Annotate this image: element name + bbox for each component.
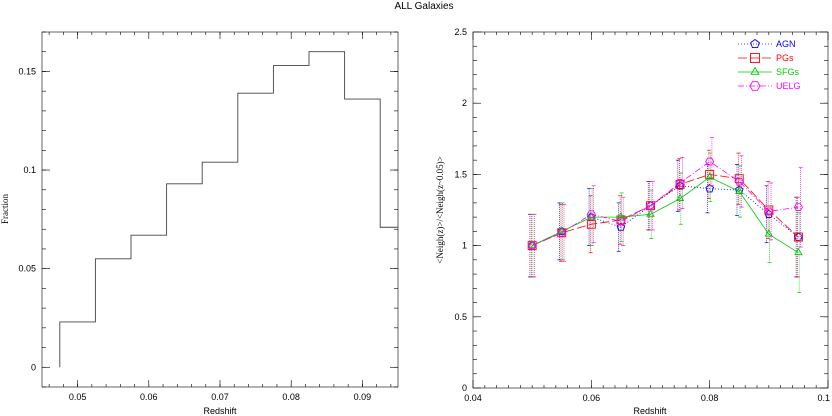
histogram-y-tick-label: 0.1 bbox=[23, 165, 36, 175]
legend-item-pgs: PGs bbox=[738, 53, 794, 63]
histogram-x-tick-label: 0.07 bbox=[211, 392, 229, 402]
legend-label: AGN bbox=[776, 39, 796, 49]
data-point bbox=[794, 247, 803, 256]
data-point bbox=[616, 212, 626, 220]
ratio-series bbox=[527, 137, 803, 293]
ratio-y-ticks: 0 0.5 1 1.5 2 2.5 bbox=[454, 27, 828, 393]
ratio-x-tick-label: 0.08 bbox=[701, 393, 719, 403]
ratio-x-label: Redshift bbox=[633, 406, 667, 416]
histogram-x-tick-label: 0.08 bbox=[282, 392, 300, 402]
data-point bbox=[675, 179, 685, 189]
ratio-y-tick-label: 1.5 bbox=[454, 169, 467, 179]
data-point bbox=[675, 193, 685, 202]
ratio-y-tick-label: 0 bbox=[462, 383, 467, 393]
ratio-y-tick-label: 0.5 bbox=[454, 312, 467, 322]
histogram-x-tick-label: 0.06 bbox=[140, 392, 158, 402]
series-uelg bbox=[527, 137, 803, 278]
neighbour-ratio-panel: 0.04 0.06 0.08 0.1 0 0.5 1 1.5 2 2.5 AGN PGs SFGs U… bbox=[435, 27, 830, 416]
ratio-x-tick-label: 0.04 bbox=[464, 393, 482, 403]
ratio-x-ticks: 0.04 0.06 0.08 0.1 bbox=[464, 32, 830, 403]
data-point bbox=[735, 186, 744, 194]
histogram-y-tick-label: 0.15 bbox=[18, 66, 36, 76]
data-point bbox=[793, 232, 803, 242]
data-point bbox=[527, 241, 537, 250]
series-agn bbox=[527, 159, 803, 278]
legend-item-agn: AGN bbox=[738, 38, 796, 49]
figure-title: ALL Galaxies bbox=[394, 1, 453, 12]
histogram-y-tick-label: 0 bbox=[31, 362, 36, 372]
histogram-y-label: Fraction bbox=[0, 194, 10, 224]
legend-label: UELG bbox=[776, 81, 801, 91]
series-sfgs bbox=[527, 152, 803, 293]
ratio-y-tick-label: 1 bbox=[462, 241, 467, 251]
data-point bbox=[587, 212, 596, 220]
data-point bbox=[586, 219, 596, 229]
histogram-y-tick-label: 0.05 bbox=[18, 264, 36, 274]
ratio-y-label: <Neigh(z)>/<Neigh(z~0.05)> bbox=[435, 156, 445, 263]
data-point bbox=[705, 184, 715, 193]
legend-label: PGs bbox=[776, 53, 794, 63]
histogram-step-line bbox=[59, 51, 398, 368]
data-point bbox=[764, 207, 774, 216]
data-point bbox=[616, 215, 626, 225]
histogram-panel: 0.05 0.06 0.07 0.08 0.09 0 0.05 0.1 0.15 Redshi… bbox=[0, 31, 399, 416]
data-point bbox=[794, 232, 803, 241]
series-pgs bbox=[527, 149, 803, 278]
histogram-x-tick-label: 0.09 bbox=[354, 392, 372, 402]
data-point bbox=[705, 169, 715, 179]
legend-marker bbox=[749, 81, 761, 91]
data-point bbox=[705, 157, 715, 166]
data-point bbox=[646, 209, 655, 217]
legend-marker bbox=[750, 53, 760, 63]
ratio-y-tick-label: 2.5 bbox=[454, 27, 467, 37]
data-point bbox=[645, 201, 656, 210]
ratio-x-tick-label: 0.1 bbox=[817, 393, 830, 403]
data-point bbox=[675, 179, 685, 187]
data-point bbox=[557, 228, 567, 237]
ratio-x-tick-label: 0.06 bbox=[583, 393, 601, 403]
legend-item-sfgs: SFGs bbox=[738, 66, 800, 77]
legend-marker bbox=[750, 66, 760, 75]
ratio-legend: AGN PGs SFGs UELG bbox=[738, 38, 801, 91]
histogram-x-ticks: 0.05 0.06 0.07 0.08 0.09 bbox=[48, 32, 392, 402]
data-point bbox=[734, 177, 744, 186]
data-point bbox=[586, 210, 596, 219]
series-line bbox=[532, 161, 799, 246]
data-point bbox=[793, 203, 803, 212]
histogram-x-label: Redshift bbox=[203, 406, 237, 416]
data-point bbox=[616, 222, 626, 231]
data-point bbox=[764, 229, 774, 237]
histogram-x-tick-label: 0.05 bbox=[69, 392, 87, 402]
data-point bbox=[705, 172, 714, 180]
data-point bbox=[557, 226, 566, 234]
histogram-y-ticks: 0 0.05 0.1 0.15 bbox=[18, 31, 398, 388]
legend-item-uelg: UELG bbox=[738, 81, 801, 91]
series-line bbox=[532, 173, 799, 246]
ratio-y-tick-label: 2 bbox=[462, 98, 467, 108]
legend-label: SFGs bbox=[776, 67, 800, 77]
legend-marker bbox=[750, 38, 760, 49]
data-point bbox=[616, 217, 626, 226]
series-line bbox=[532, 176, 799, 254]
